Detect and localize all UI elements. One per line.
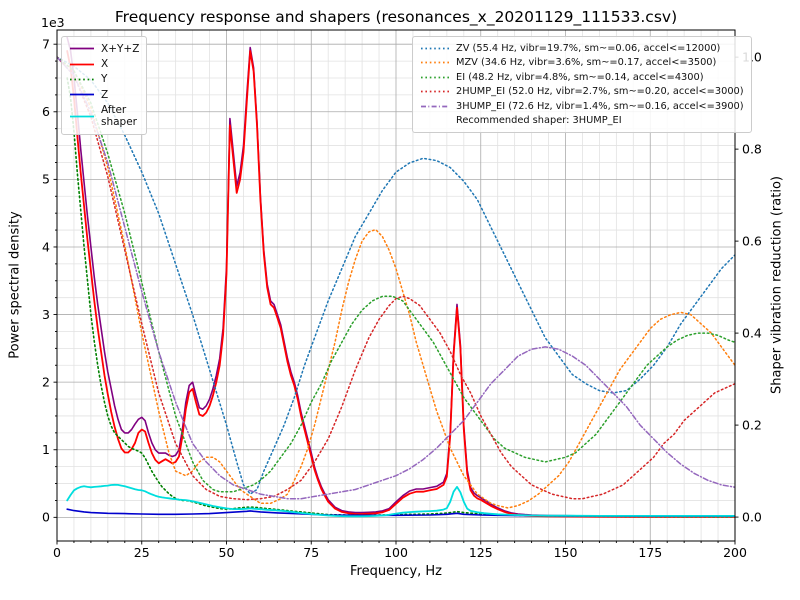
legend-entry-ei: EI (48.2 Hz, vibr=4.8%, sm~=0.14, accel<… <box>420 72 744 84</box>
shaper-series-group <box>57 56 735 509</box>
x-tick-label: 175 <box>638 545 662 560</box>
y-left-tick-label: 4 <box>42 239 50 254</box>
y-left-tick-label: 0 <box>42 510 50 525</box>
y-left-tick-label: 2 <box>42 374 50 389</box>
recommended-shaper-note: Recommended shaper: 3HUMP_EI <box>420 115 744 127</box>
recommended-shaper-text: Recommended shaper: 3HUMP_EI <box>456 115 622 127</box>
shaper-series-2hump-ei <box>57 56 735 501</box>
z-line-sample-icon <box>70 93 94 96</box>
x-line-sample-icon <box>70 63 94 65</box>
y-left-tick-label: 6 <box>42 104 50 119</box>
psd-series-x <box>66 50 735 518</box>
x-tick-label: 200 <box>723 545 747 560</box>
ei-line-sample-icon <box>421 76 449 79</box>
legend-entry-x: X <box>69 58 139 70</box>
legend-label: MZV (34.6 Hz, vibr=3.6%, sm~=0.17, accel… <box>456 57 717 69</box>
shaper-legend: ZV (55.4 Hz, vibr=19.7%, sm~=0.06, accel… <box>412 36 752 134</box>
x-tick-label: 50 <box>219 545 235 560</box>
legend-label: Y <box>101 73 108 86</box>
x-tick-label: 75 <box>303 545 319 560</box>
legend-entry-after-shaper: After shaper <box>69 104 139 129</box>
legend-label: 2HUMP_EI (52.0 Hz, vibr=2.7%, sm~=0.20, … <box>456 86 744 98</box>
psd-series-group <box>66 36 735 518</box>
tick-marks <box>53 43 739 545</box>
chart-title: Frequency response and shapers (resonanc… <box>114 8 678 26</box>
legend-label: ZV (55.4 Hz, vibr=19.7%, sm~=0.06, accel… <box>456 42 721 54</box>
y-left-tick-label: 7 <box>42 36 50 51</box>
2hump-ei-line-sample-icon <box>421 91 449 93</box>
legend-label: X+Y+Z <box>101 42 140 55</box>
y-left-tick-label: 5 <box>42 172 50 187</box>
x-axis-label: Frequency, Hz <box>349 564 443 579</box>
y-line-sample-icon <box>70 78 94 81</box>
y-left-tick-labels: 0 1 2 3 4 5 6 7 <box>42 36 50 524</box>
x-tick-label: 25 <box>134 545 150 560</box>
x-tick-label: 125 <box>469 545 493 560</box>
shaper-series-ei <box>57 56 735 493</box>
y-right-tick-label: 0.8 <box>742 141 762 156</box>
legend-label: Z <box>101 88 109 101</box>
legend-entry-mzv: MZV (34.6 Hz, vibr=3.6%, sm~=0.17, accel… <box>420 57 744 69</box>
legend-entry-3hump-ei: 3HUMP_EI (72.6 Hz, vibr=1.4%, sm~=0.16, … <box>420 101 744 113</box>
y-right-tick-label: 0.4 <box>742 325 762 340</box>
after-shaper-line-sample-icon <box>70 115 94 118</box>
x-tick-label: 100 <box>384 545 408 560</box>
legend-label: X <box>101 57 109 70</box>
3hump-ei-line-sample-icon <box>421 105 449 108</box>
x-tick-label: 150 <box>554 545 578 560</box>
legend-label: 3HUMP_EI (72.6 Hz, vibr=1.4%, sm~=0.16, … <box>456 100 744 112</box>
psd-legend: X+Y+Z X Y Z After shaper <box>61 36 148 136</box>
y-left-tick-label: 3 <box>42 307 50 322</box>
psd-series-after-shaper <box>66 483 735 518</box>
shaper-series-mzv <box>57 56 735 509</box>
y-right-tick-label: 0.6 <box>742 233 762 248</box>
legend-entry-2hump-ei: 2HUMP_EI (52.0 Hz, vibr=2.7%, sm~=0.20, … <box>420 86 744 98</box>
y-axis-offset-text: 1e3 <box>41 15 65 30</box>
x-tick-label: 0 <box>53 545 61 560</box>
x-y-z-line-sample-icon <box>70 47 94 50</box>
mzv-line-sample-icon <box>421 61 449 64</box>
legend-entry-y: Y <box>69 73 139 85</box>
x-tick-labels: 0 25 50 75 100 125 150 175 200 <box>53 545 747 560</box>
zv-line-sample-icon <box>421 47 449 50</box>
legend-entry-z: Z <box>69 89 139 101</box>
legend-label: EI (48.2 Hz, vibr=4.8%, sm~=0.14, accel<… <box>456 71 704 83</box>
psd-series-z <box>66 508 735 517</box>
legend-entry-x-y-z: X+Y+Z <box>69 43 139 55</box>
y-left-tick-label: 1 <box>42 442 50 457</box>
y-right-tick-label: 0.2 <box>742 417 762 432</box>
shaper-series-3hump-ei <box>57 56 735 500</box>
shaper-series-zv <box>57 56 735 495</box>
legend-label: After shaper <box>101 104 138 129</box>
y-right-tick-label: 0.0 <box>742 509 762 524</box>
legend-entry-zv: ZV (55.4 Hz, vibr=19.7%, sm~=0.06, accel… <box>420 43 744 55</box>
